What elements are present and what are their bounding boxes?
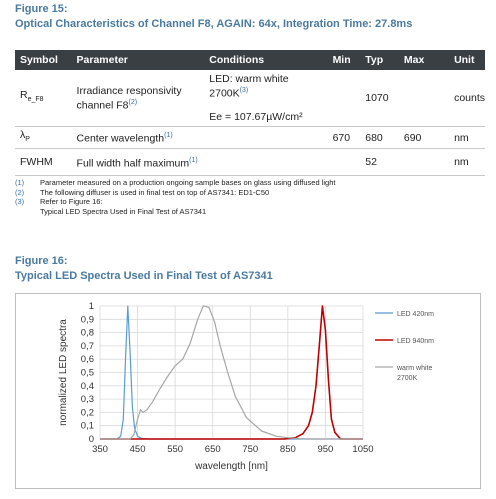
cell-conditions: LED: warm white 2700K(3) Ee = 107.67µW/cm… — [204, 70, 328, 127]
cell-min — [327, 70, 361, 127]
figure-16-label: Figure 16: — [15, 255, 68, 267]
cell-max — [398, 70, 450, 127]
cell-unit: nm — [449, 148, 485, 177]
col-header-min: Min — [327, 50, 361, 70]
cell-symbol: FWHM — [15, 148, 72, 177]
footnote-number: (1) — [15, 178, 25, 187]
cell-parameter: Center wavelength(1) — [71, 126, 205, 150]
y-tick-label: 0,7 — [81, 341, 94, 352]
legend-label: warm white — [396, 365, 433, 372]
chart-frame — [15, 293, 481, 489]
cell-max: 690 — [398, 126, 450, 150]
footnote-number: (3) — [15, 197, 25, 206]
footnote-text-line1: Refer to Figure 16: — [40, 197, 103, 206]
cell-unit: nm — [449, 126, 485, 150]
col-header-symbol: Symbol — [15, 50, 72, 70]
x-tick-label: 550 — [167, 444, 183, 455]
spectra-chart: 350 450 550 650 750 850 950 1050 0 0,1 0,2 0,3 0,4 0,… — [58, 301, 434, 472]
table-row: Re_F8 Irradiance responsivity channel F8… — [15, 70, 485, 127]
symbol-subscript: e_F8 — [27, 96, 44, 104]
x-tick-label: 850 — [280, 444, 296, 455]
x-tick-label: 950 — [317, 444, 333, 455]
table-row: λP Center wavelength(1) 670 680 690 nm — [15, 126, 485, 150]
footnote-text: The following diffuser is used in final … — [40, 187, 270, 197]
y-tick-label: 0,8 — [81, 328, 94, 339]
series-line — [100, 305, 363, 440]
footnote-link-text[interactable]: Typical LED Spectra Used in Final Test o… — [40, 206, 207, 216]
footnote-ref: (1) — [189, 156, 198, 164]
figure-15-title: Optical Characteristics of Channel F8, A… — [15, 18, 413, 30]
footnote: (1) Parameter measured on a production o… — [15, 178, 335, 188]
y-tick-label: 0,2 — [81, 407, 94, 418]
symbol-subscript: P — [25, 136, 30, 144]
characteristics-table: Symbol Parameter Conditions Min Typ Max … — [15, 50, 485, 177]
cell-symbol: Re_F8 — [15, 70, 72, 127]
footnote-ref: (3) — [239, 86, 249, 94]
col-header-parameter: Parameter — [71, 50, 205, 70]
x-tick-label: 650 — [205, 444, 221, 455]
cell-max — [398, 148, 450, 177]
footnote: (2) The following diffuser is used in fi… — [15, 188, 335, 198]
legend-label: LED 420nm — [397, 311, 434, 318]
col-header-conditions: Conditions — [204, 50, 328, 70]
y-tick-label: 0,5 — [81, 368, 94, 379]
footnotes: (1) Parameter measured on a production o… — [15, 178, 335, 216]
symbol-text: λ — [20, 129, 26, 141]
y-tick-label: 0,1 — [81, 421, 94, 432]
table-row: FWHM Full width half maximum(1) 52 nm — [15, 148, 485, 177]
cell-symbol: λP — [15, 126, 72, 150]
cell-typ: 52 — [360, 148, 399, 177]
parameter-text: Full width half maximum — [76, 157, 190, 170]
cell-typ: 680 — [360, 126, 399, 150]
series-line — [100, 305, 363, 440]
y-tick-label: 0,3 — [81, 394, 94, 405]
legend-label: LED 940nm — [397, 338, 434, 345]
parameter-text: Irradiance responsivity channel F8 — [76, 84, 182, 112]
cell-unit: counts — [449, 70, 485, 127]
y-tick-label: 0,6 — [81, 354, 94, 365]
footnote-ref: (2) — [128, 98, 138, 106]
cell-typ: 1070 — [360, 70, 399, 127]
conditions-text-2: Ee = 107.67µW/cm² — [209, 111, 303, 124]
y-axis-title: normalized LED spectra — [58, 319, 69, 426]
col-header-unit: Unit — [449, 50, 485, 70]
x-tick-label: 350 — [92, 444, 108, 455]
x-tick-label: 750 — [242, 444, 258, 455]
legend-label: 2700K — [397, 375, 418, 382]
figure-16-title: Typical LED Spectra Used in Final Test o… — [15, 270, 273, 282]
col-header-typ: Typ — [360, 50, 399, 70]
footnote-text: Refer to Figure 16: Typical LED Spectra U… — [40, 197, 335, 216]
symbol-text: R — [20, 89, 28, 102]
cell-conditions — [204, 148, 328, 177]
cell-conditions — [204, 126, 328, 150]
y-tick-label: 1 — [89, 301, 94, 312]
figure-15-label: Figure 15: — [15, 3, 68, 15]
cell-min — [327, 148, 361, 177]
table-header-row: Symbol Parameter Conditions Min Typ Max … — [15, 50, 485, 70]
footnote: (3) Refer to Figure 16: Typical LED Spect… — [15, 197, 335, 216]
y-tick-label: 0 — [89, 434, 94, 445]
cell-parameter: Full width half maximum(1) — [71, 148, 205, 177]
y-tick-label: 0,9 — [81, 314, 94, 325]
x-axis-title: wavelength [nm] — [194, 461, 268, 472]
parameter-text: Center wavelength — [76, 132, 165, 145]
cell-parameter: Irradiance responsivity channel F8(2) — [71, 70, 205, 127]
footnote-text: Parameter measured on a production ongoi… — [40, 178, 336, 187]
x-tick-label: 450 — [130, 444, 146, 455]
footnote-number: (2) — [15, 187, 25, 197]
y-tick-label: 0,4 — [81, 381, 94, 392]
conditions-text: LED: warm white 2700K — [209, 72, 289, 100]
x-tick-label: 1050 — [352, 444, 373, 455]
cell-min: 670 — [327, 126, 361, 150]
footnote-ref: (1) — [164, 132, 173, 140]
col-header-max: Max — [398, 50, 450, 70]
